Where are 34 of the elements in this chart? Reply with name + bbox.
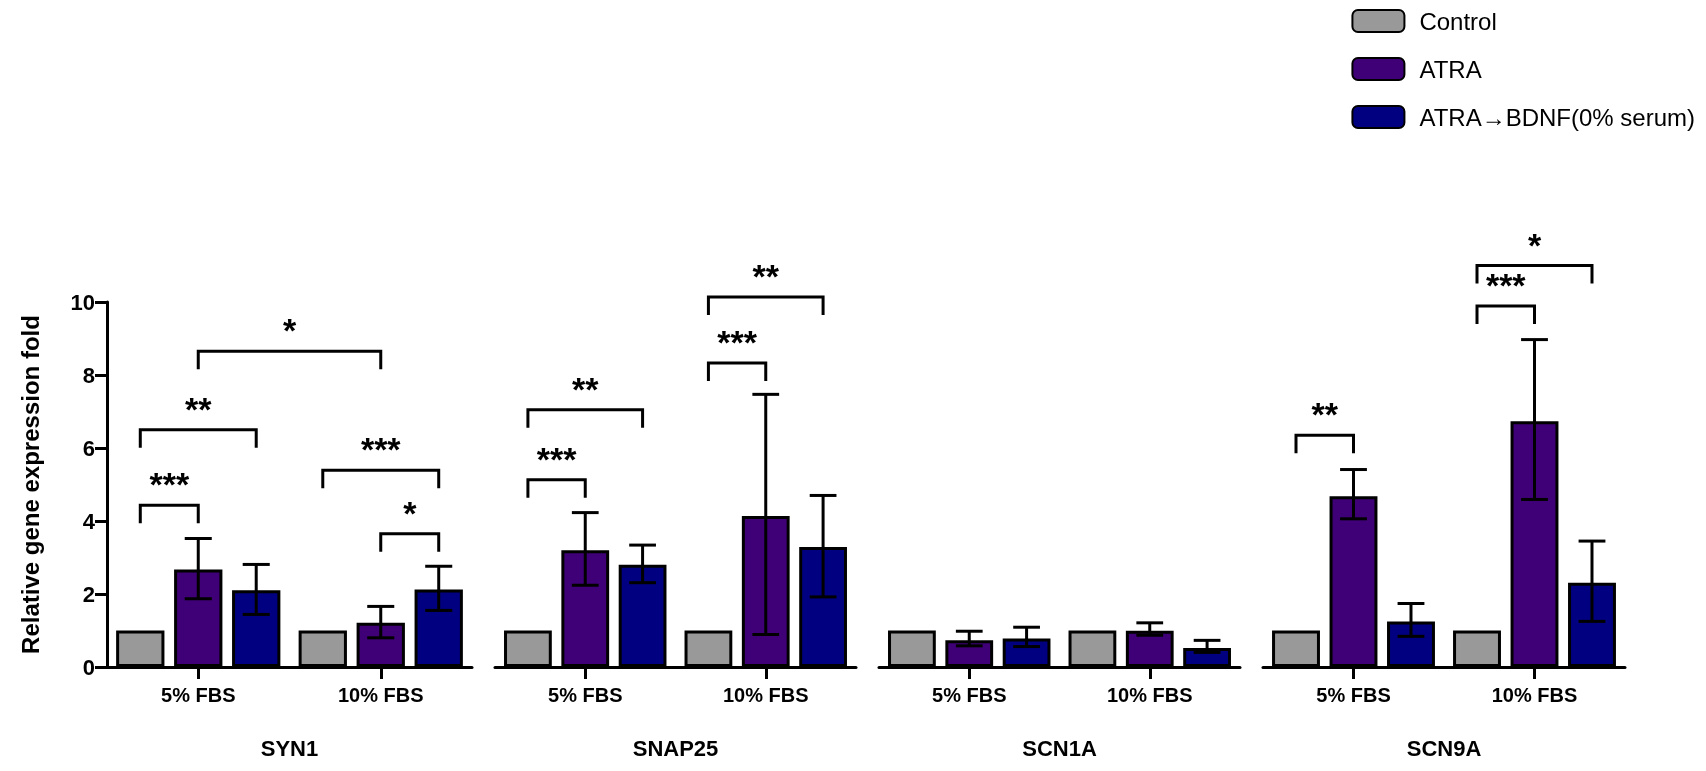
annotation: * xyxy=(403,493,418,532)
annotation: ** xyxy=(572,369,600,408)
y-tick-label: 4 xyxy=(82,508,96,534)
x-axis-title: SYN1 xyxy=(260,735,319,761)
x-tick-label: 10% FBS xyxy=(1491,684,1578,706)
legend-label: Control xyxy=(1419,7,1497,35)
text: ** xyxy=(752,256,780,295)
x-tick-label: 5% FBS xyxy=(932,684,1007,706)
annotation: *** xyxy=(360,430,402,469)
annotation: *** xyxy=(1485,266,1527,305)
x-tick-label: 5% FBS xyxy=(161,684,236,706)
y-axis-title: Relative gene expression fold xyxy=(16,315,44,654)
legend-label: ATRA→BDNF(0% serum) xyxy=(1419,103,1695,131)
annotation: *** xyxy=(536,439,578,478)
legend-label: ATRA xyxy=(1419,55,1482,83)
x-tick-label: 10% FBS xyxy=(337,684,424,706)
x-tick-label: 5% FBS xyxy=(548,684,623,706)
x-tick-label: 10% FBS xyxy=(1106,684,1193,706)
y-tick-label: 0 xyxy=(82,654,95,680)
annotation: *** xyxy=(717,322,758,361)
x-tick-label: 10% FBS xyxy=(722,684,809,706)
annotation: *** xyxy=(149,465,190,504)
y-tick-label: 10 xyxy=(70,289,95,315)
annotation: ** xyxy=(185,389,213,428)
annotation: * xyxy=(282,311,297,350)
y-tick-label: 6 xyxy=(82,435,95,461)
x-axis-title: SCN9A xyxy=(1406,735,1482,761)
x-axis-title: SCN1A xyxy=(1022,735,1097,761)
x-axis-title: SNAP25 xyxy=(632,735,719,761)
annotation: ** xyxy=(1311,395,1339,434)
y-tick-label: 2 xyxy=(82,581,95,607)
y-tick-label: 8 xyxy=(82,362,95,388)
text: * xyxy=(1527,225,1542,264)
x-tick-label: 5% FBS xyxy=(1316,684,1391,706)
